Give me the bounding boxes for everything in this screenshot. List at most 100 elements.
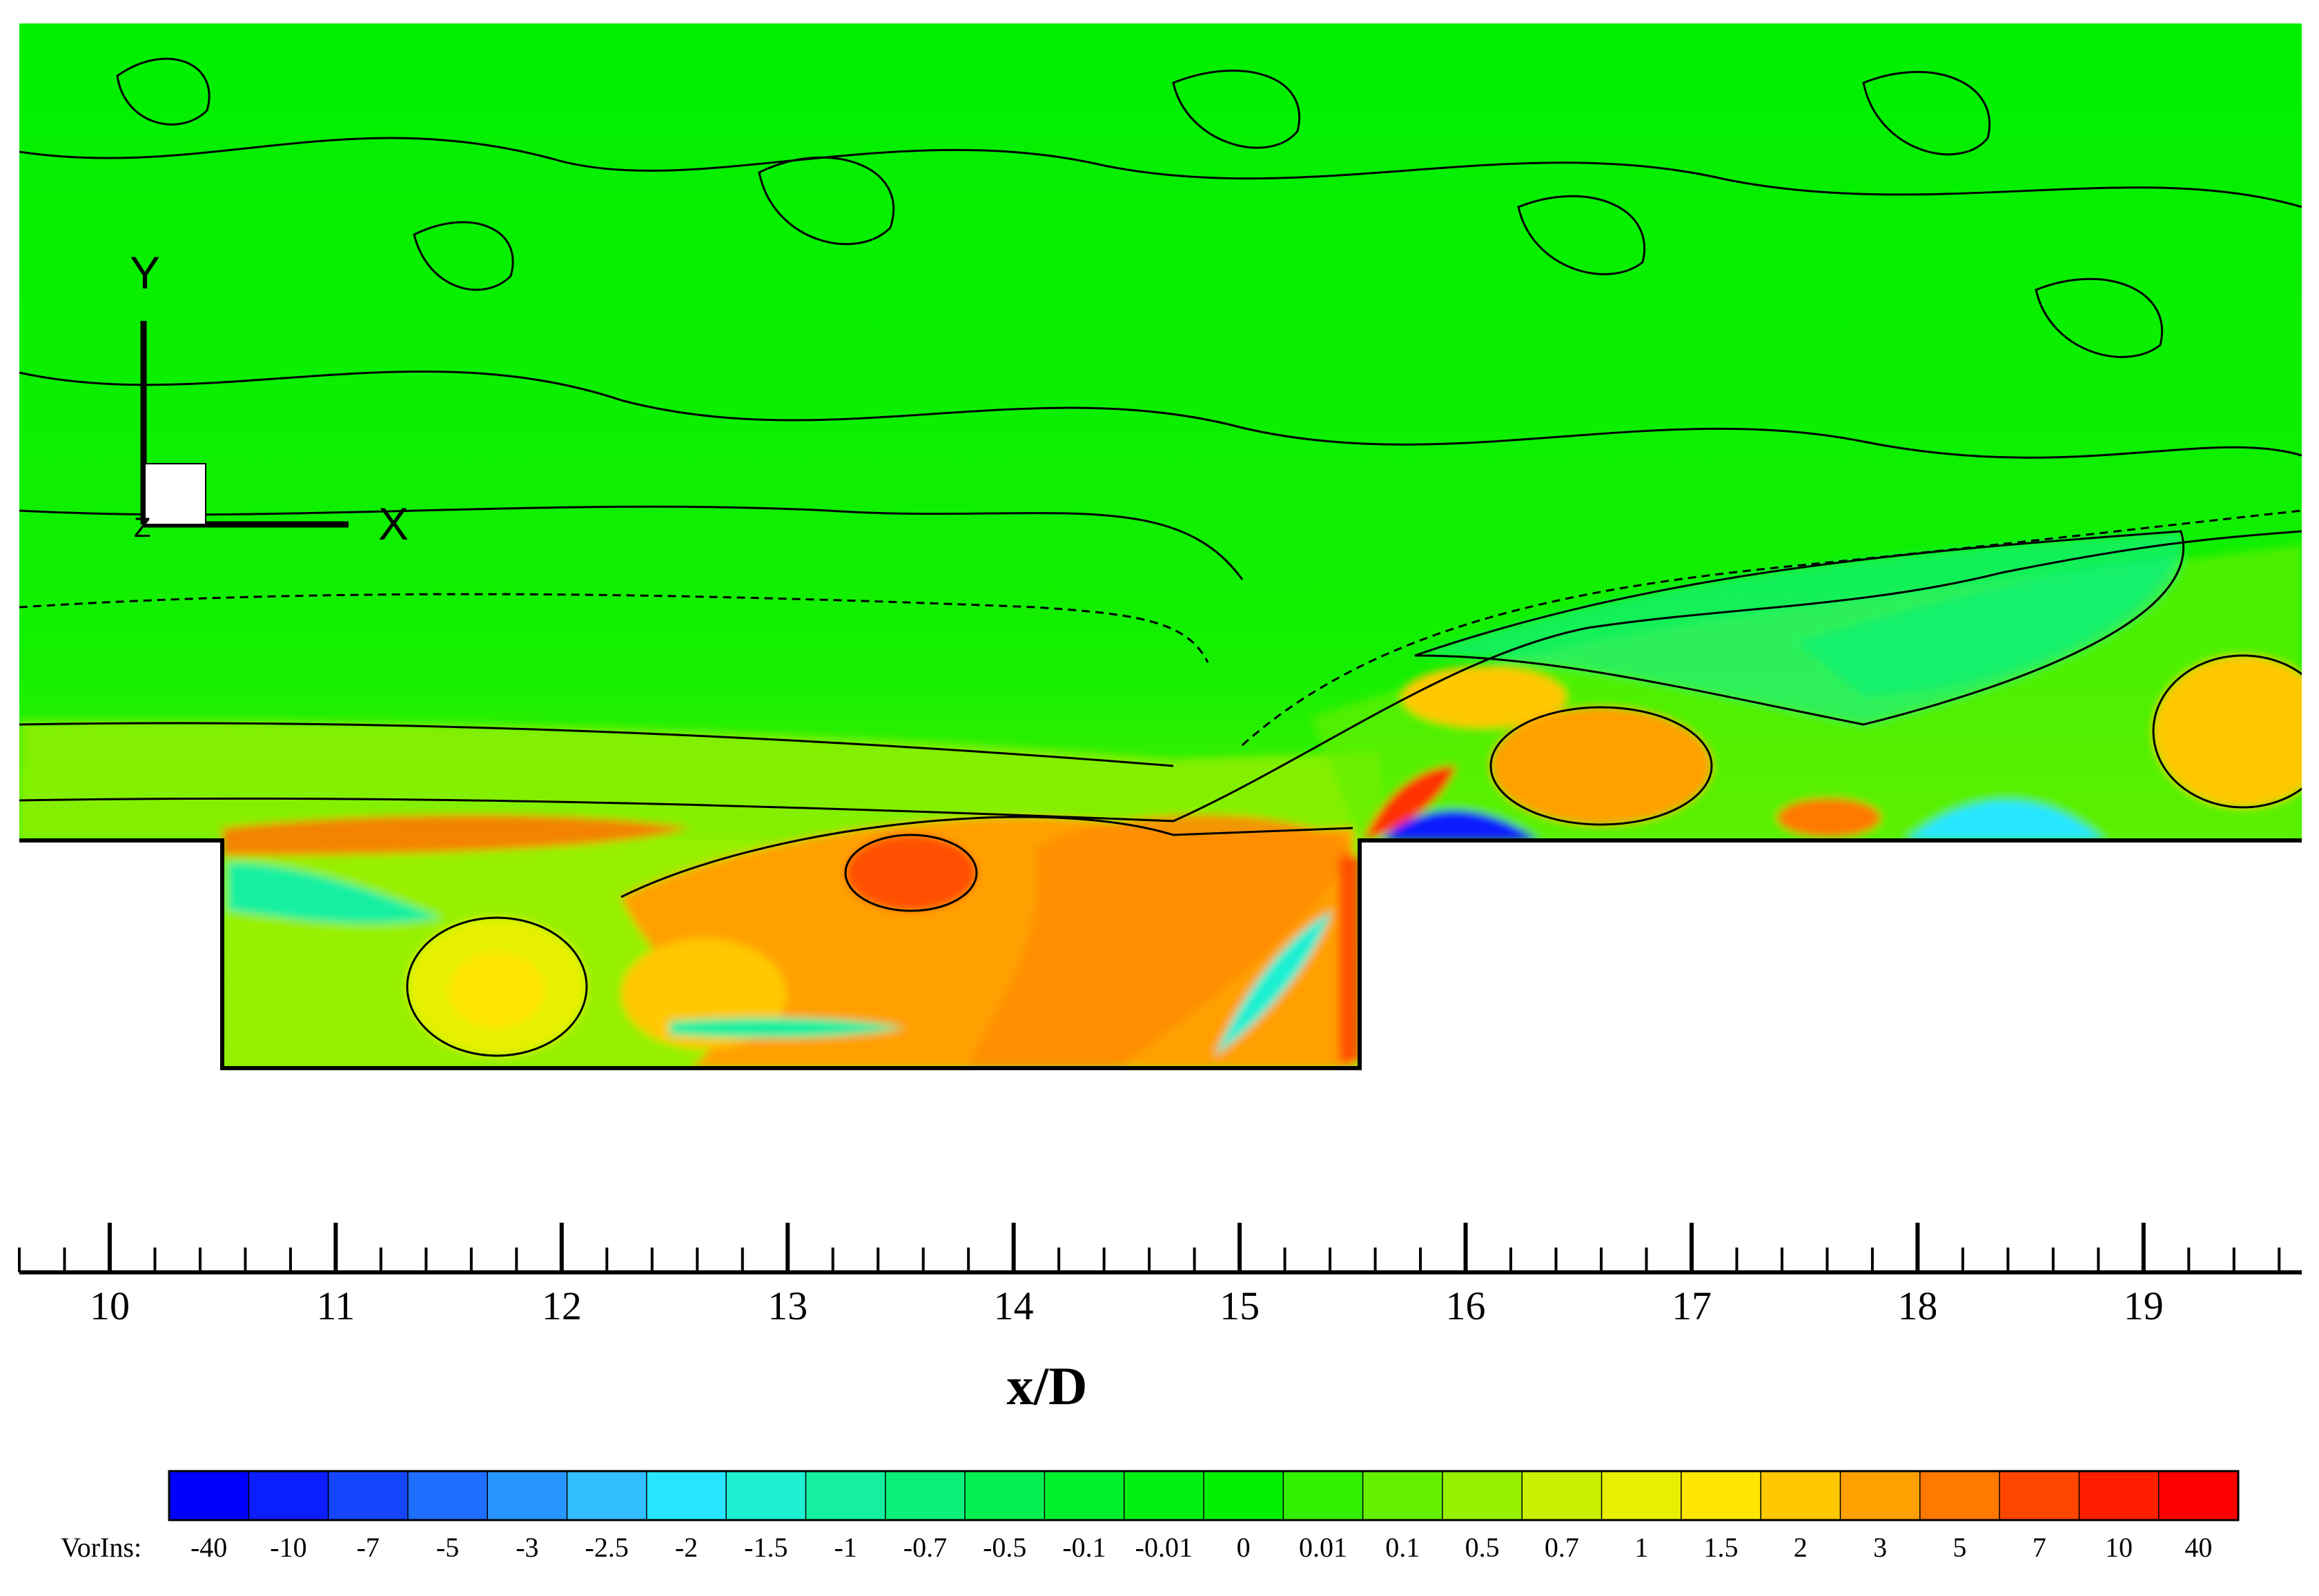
colorbar-cell: [2157, 1470, 2240, 1521]
colorbar-title: VorIns:: [61, 1532, 141, 1563]
triad-z-label: Z: [134, 513, 150, 543]
lobe-2290-orange: [1491, 707, 1712, 825]
cavity-core-red: [845, 835, 977, 911]
step-blue-zone: [1380, 810, 1539, 840]
cavity-teal-left: [228, 863, 442, 924]
contour-line: [116, 57, 211, 126]
axis-triad: Y X Z: [130, 247, 409, 549]
colorbar-cell: [168, 1470, 250, 1521]
cavity-vortex-core: [966, 814, 1353, 1068]
colorbar-cell: [1919, 1470, 2001, 1521]
colorbar-cell: [327, 1470, 409, 1521]
colorbar-level-label: 0.01: [1299, 1532, 1347, 1563]
triad-y-label: Y: [130, 247, 160, 298]
cavity-left-yellow-inner: [449, 952, 545, 1028]
colorbar-level-label: 5: [1953, 1532, 1966, 1563]
x-tick-label: 19: [2124, 1283, 2164, 1328]
cavity-red-wall: [1339, 856, 1360, 1063]
colorbar-level-label: -0.01: [1135, 1532, 1193, 1563]
x-axis-title: x/D: [1007, 1356, 1088, 1416]
colorbar-level-label: -1: [834, 1532, 857, 1563]
contour-line: [1173, 530, 2302, 822]
colorbar-level-label: 3: [1873, 1532, 1887, 1563]
x-tick-label: 12: [542, 1283, 582, 1328]
x-tick-label: 18: [1897, 1283, 1937, 1328]
colorbar-level-label: 0.1: [1385, 1532, 1420, 1563]
contour-line: [1517, 195, 1645, 275]
contour-line: [19, 593, 1209, 663]
x-tick-label: 10: [90, 1283, 130, 1328]
colorbar-cell: [1044, 1470, 1125, 1521]
colorbar-level-label: -5: [436, 1532, 459, 1563]
colorbar-level-label: 1: [1634, 1532, 1648, 1563]
colorbar-cell: [566, 1470, 648, 1521]
colorbar-level-label: 0.7: [1545, 1532, 1579, 1563]
contour-field: [19, 23, 2302, 1068]
colorbar-cell: [1839, 1470, 1921, 1521]
colorbar-cell: [1203, 1470, 1284, 1521]
contour-line: [758, 156, 895, 246]
colorbar-cell: [1999, 1470, 2080, 1521]
x-tick-label: 17: [1672, 1283, 1712, 1328]
contour-line: [620, 816, 1353, 898]
lobe-3250-yellow: [2153, 656, 2302, 807]
colorbar-level-label: -40: [190, 1532, 227, 1563]
colorbar-level-label: -0.1: [1062, 1532, 1106, 1563]
contour-lines: [19, 57, 2302, 1057]
contour-line: [1489, 706, 1713, 826]
colorbar-cell: [885, 1470, 966, 1521]
colorbar-cell: [1601, 1470, 1683, 1521]
colorbar-cell: [646, 1470, 727, 1521]
contour-line: [2035, 277, 2163, 358]
contour-line: [19, 370, 2302, 459]
lobe-2640-orange: [1777, 798, 1881, 837]
colorbar-level-label: -7: [357, 1532, 380, 1563]
colorbar-cell: [1282, 1470, 1364, 1521]
colorbar-level-label: -2.5: [585, 1532, 629, 1563]
colorbar-level-label: 40: [2184, 1532, 2212, 1563]
x-axis-ticks: [18, 1223, 2281, 1272]
colorbar-cell: [1362, 1470, 1444, 1521]
x-tick-label: 13: [767, 1283, 808, 1328]
colorbar-cell: [964, 1470, 1046, 1521]
field-blobs: [19, 531, 2302, 1068]
x-tick-label: 16: [1446, 1283, 1486, 1328]
triad-z-box: [144, 463, 206, 525]
colorbar-level-label: -1.5: [744, 1532, 787, 1563]
colorbar-level-label: 7: [2033, 1532, 2046, 1563]
x-tick-label: 15: [1220, 1283, 1260, 1328]
colorbar-level-label: -3: [516, 1532, 538, 1563]
colorbar-cell: [407, 1470, 489, 1521]
colorbar-level-label: -10: [270, 1532, 306, 1563]
colorbar-cell: [805, 1470, 887, 1521]
contour-line: [413, 221, 514, 291]
contour-line: [19, 505, 1244, 580]
colorbar-level-label: 2: [1794, 1532, 1808, 1563]
contour-line: [1414, 530, 2184, 726]
colorbar-level-label: -0.5: [983, 1532, 1026, 1563]
cavity-teal-bottom: [669, 1017, 904, 1038]
colorbar-cell: [1442, 1470, 1523, 1521]
colorbar-frame: [168, 1470, 2240, 1521]
x-axis: 10 11 12 13 14 15 16 17 18 19 x/D: [18, 1223, 2302, 1416]
colorbar-cell: [2078, 1470, 2160, 1521]
colorbar-level-label: 0.5: [1465, 1532, 1500, 1563]
colorbar-cell: [1681, 1470, 1762, 1521]
contour-line: [844, 834, 978, 912]
cavity-top-orange-band: [222, 815, 690, 856]
colorbar-level-label: -0.7: [903, 1532, 947, 1563]
colorbar-cell: [1123, 1470, 1205, 1521]
colorbar: VorIns: -40 -10 -7 -5 -3 -2.5 -2 -1.5 -1 -0.7 -0.5…: [61, 1470, 2240, 1563]
colorbar-level-label: 1.5: [1704, 1532, 1739, 1563]
contour-line: [19, 797, 1174, 822]
teal-wake-zone-2: [1794, 559, 2174, 697]
colorbar-cells: [168, 1470, 2240, 1521]
colorbar-cell: [248, 1470, 329, 1521]
colorbar-cell: [1521, 1470, 1603, 1521]
x-tick-label: 14: [994, 1283, 1034, 1328]
contour-line: [1241, 509, 2302, 747]
x-axis-tick-labels: 10 11 12 13 14 15 16 17 18 19: [90, 1283, 2164, 1328]
step-corner-red: [1363, 766, 1456, 840]
shear-layer-band: [19, 720, 1380, 840]
